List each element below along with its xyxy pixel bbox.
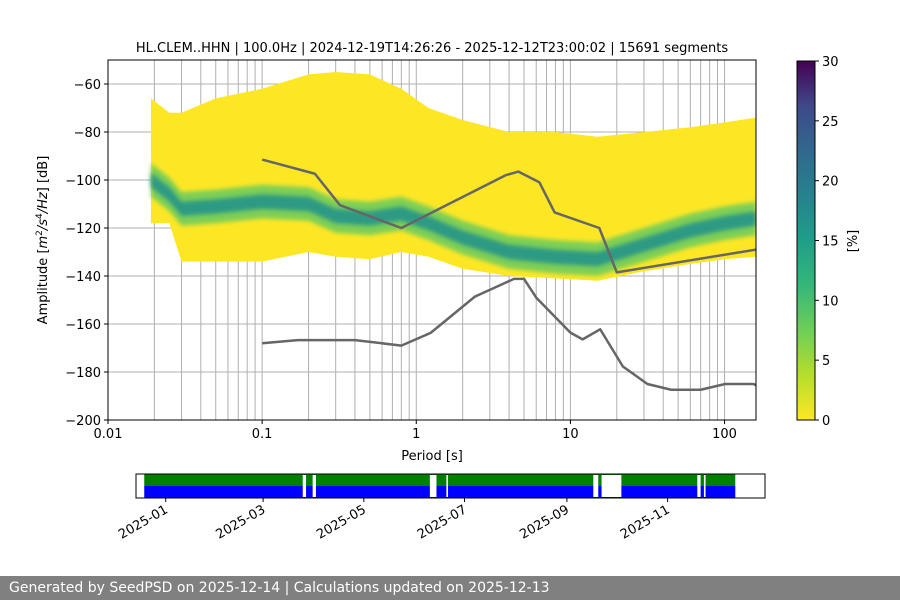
x-tick-label: 10: [562, 427, 579, 442]
timeline-gap: [697, 475, 701, 497]
noise-model-lines: [261, 158, 756, 392]
colorbar-ticks: 0 5 10 15 20 25 30: [815, 55, 839, 429]
psd-heatmap: [150, 72, 756, 281]
timeline-tick-label: 2025-09: [517, 502, 572, 542]
timeline-tick-label: 2025-03: [214, 502, 269, 542]
y-tick-label: −80: [74, 126, 101, 141]
timeline-tick-label: 2025-05: [314, 502, 369, 542]
footer-text: Generated by SeedPSD on 2025-12-14 | Cal…: [9, 580, 550, 596]
x-axis-label: Period [s]: [401, 449, 463, 464]
data-availability-timeline: [144, 474, 736, 498]
y-tick-label: −160: [65, 318, 101, 333]
x-tick-label: 1: [412, 427, 420, 442]
timeline-gap: [429, 475, 437, 497]
colorbar-label: [%]: [846, 230, 861, 253]
plot-frame: [107, 59, 757, 421]
colorbar-tick-label: 25: [822, 115, 839, 130]
timeline-gap: [446, 475, 449, 497]
y-tick-label: −200: [65, 414, 101, 429]
chart-title: HL.CLEM..HHN | 100.0Hz | 2024-12-19T14:2…: [136, 41, 728, 56]
psd-density-sparse: [150, 72, 756, 281]
colorbar: [796, 60, 816, 421]
y-axis: −200 −180 −160 −140 −120 −100 −80 −60: [65, 78, 108, 429]
x-axis: 0.01 0.1 1 10 100: [94, 420, 737, 442]
colorbar-tick-label: 15: [822, 235, 839, 250]
timeline-frame: [135, 473, 766, 499]
y-tick-label: −60: [74, 78, 101, 93]
y-tick-label: −140: [65, 270, 101, 285]
y-tick-label: −180: [65, 366, 101, 381]
low-noise-model-line: [262, 277, 756, 392]
timeline-gap: [302, 475, 307, 497]
x-tick-label: 100: [712, 427, 737, 442]
colorbar-tick-label: 30: [822, 55, 839, 70]
colorbar-tick-label: 5: [822, 354, 830, 369]
y-axis-label: Amplitude [m2/s4/Hz] [dB]: [35, 156, 51, 325]
y-tick-label: −120: [65, 222, 101, 237]
timeline-tick-label: 2025-07: [415, 502, 470, 542]
colorbar-tick-label: 0: [822, 414, 830, 429]
timeline-gap: [593, 475, 599, 497]
timeline-tick-label: 2025-01: [116, 502, 171, 542]
y-tick-label: −100: [65, 174, 101, 189]
timeline-coverage-top: [144, 474, 736, 486]
timeline-gap: [703, 475, 706, 497]
timeline-gap: [312, 475, 316, 497]
x-tick-label: 0.01: [94, 427, 123, 442]
colorbar-tick-label: 20: [822, 175, 839, 190]
footer-bar: Generated by SeedPSD on 2025-12-14 | Cal…: [0, 576, 900, 600]
timeline-coverage-bottom: [144, 486, 736, 498]
colorbar-tick-label: 10: [822, 294, 839, 309]
timeline-tick-label: 2025-11: [618, 502, 673, 542]
timeline-axis: 2025-01 2025-03 2025-05 2025-07 2025-09 2025-…: [116, 498, 673, 543]
timeline-gap: [601, 475, 622, 497]
psd-density-medium: [150, 163, 756, 276]
high-noise-model-line: [261, 158, 756, 274]
x-tick-label: 0.1: [252, 427, 273, 442]
